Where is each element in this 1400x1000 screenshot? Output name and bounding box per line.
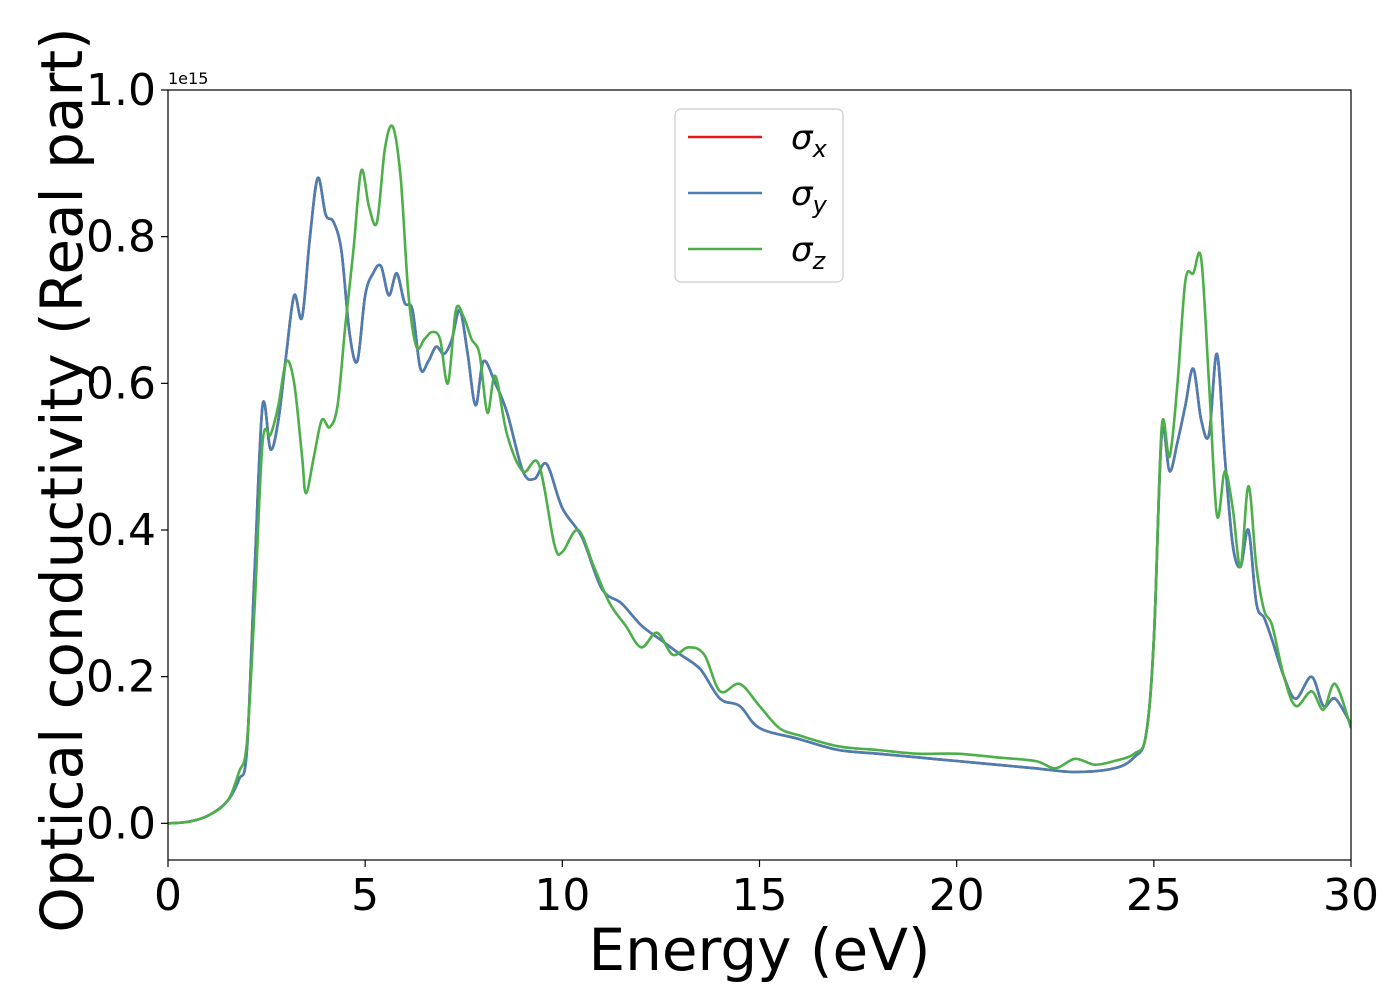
x-tick-label: 20	[929, 870, 985, 921]
x-tick-label: 5	[351, 870, 379, 921]
series-line-z	[168, 124, 1351, 825]
y-axis-label: Optical conductivity (Real part)	[28, 27, 96, 932]
x-tick-label: 0	[154, 870, 182, 921]
x-tick-label: 30	[1323, 870, 1379, 921]
x-tick-label: 25	[1126, 870, 1182, 921]
x-tick-label: 15	[732, 870, 788, 921]
legend-box	[674, 108, 844, 283]
y-tick-label: 0.2	[86, 652, 156, 703]
x-axis-label: Energy (eV)	[588, 916, 930, 984]
axis-ticks: 0 5 10 15 20 25 30 0.0 0.2 0.4 0.6 0.8 1.0	[86, 65, 1379, 921]
legend-label-y: σy	[791, 174, 828, 219]
x-tick-label: 10	[534, 870, 590, 921]
y-tick-label: 1.0	[86, 65, 156, 116]
y-offset-label: 1e15	[168, 69, 208, 88]
series-lines	[168, 124, 1351, 825]
y-tick-label: 0.0	[86, 798, 156, 849]
y-tick-label: 0.8	[86, 212, 156, 263]
legend-label-x: σx	[791, 118, 828, 163]
y-tick-label: 0.4	[86, 505, 156, 556]
legend-label-z: σz	[791, 230, 827, 275]
legend: σx σy σz	[674, 108, 844, 283]
y-tick-label: 0.6	[86, 358, 156, 409]
